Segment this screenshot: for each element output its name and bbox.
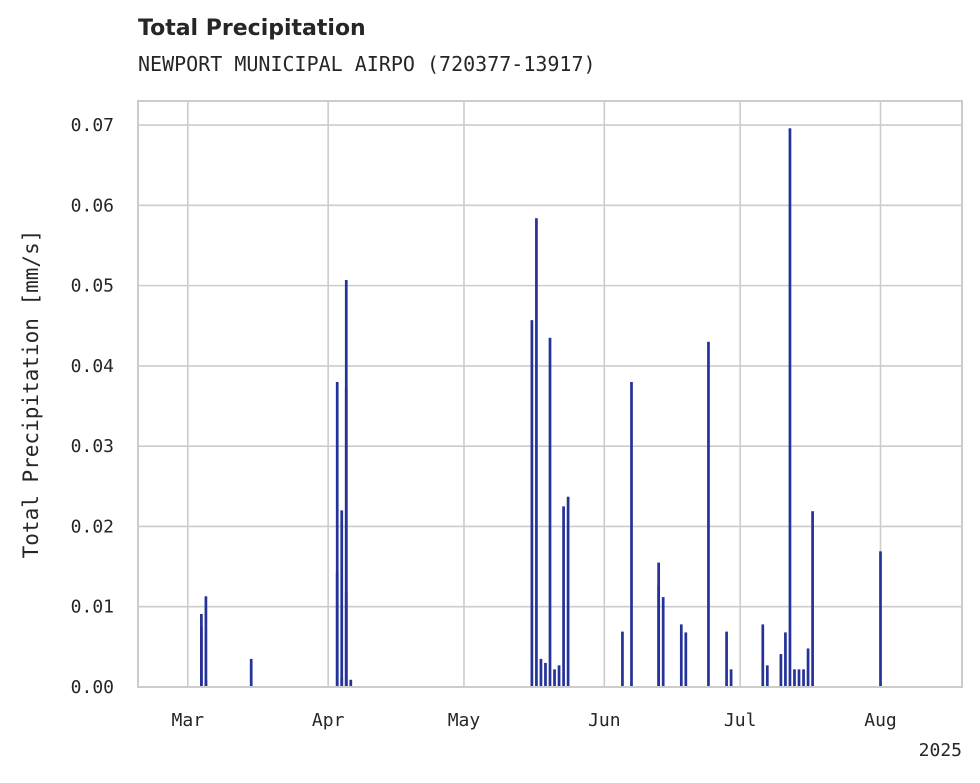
precip-bar (340, 510, 344, 687)
precip-bar (200, 613, 203, 687)
chart-title: Total Precipitation (138, 16, 366, 41)
precip-bar (802, 669, 805, 687)
chart-subtitle: NEWPORT MUNICIPAL AIRPO (720377-13917) (138, 52, 596, 76)
precip-bar (879, 551, 882, 687)
precip-bar (679, 624, 683, 687)
y-tick-label: 0.01 (71, 597, 114, 618)
precip-bar (729, 669, 733, 687)
precip-bar (553, 669, 556, 687)
x-tick-label: Mar (172, 710, 205, 731)
precip-bar (811, 511, 814, 687)
precip-bar (621, 631, 624, 687)
y-tick-label: 0.04 (71, 356, 114, 377)
x-tick-label: May (448, 710, 481, 731)
precip-bar (707, 341, 710, 687)
precip-bar (344, 592, 348, 687)
plot-frame (137, 100, 963, 688)
y-tick-label: 0.03 (71, 436, 114, 457)
y-tick-label: 0.05 (71, 276, 114, 297)
precip-bar (765, 665, 769, 687)
x-tick-label: Jun (588, 710, 621, 731)
y-axis-label: Total Precipitation [mm/s] (19, 230, 43, 559)
precip-bar (788, 128, 792, 687)
y-tick-label: 0.00 (71, 677, 114, 698)
x-offset-label: 2025 (919, 740, 962, 761)
precip-bar (204, 680, 208, 687)
x-tick-labels: Mar Apr May Jun Jul Aug (172, 710, 897, 731)
precip-bar (630, 381, 633, 687)
precip-bar (806, 648, 810, 687)
precip-bar (539, 658, 543, 687)
precip-bar (335, 381, 339, 687)
precip-bar (562, 506, 565, 687)
precip-bar (548, 337, 552, 687)
precip-bar (784, 632, 787, 687)
precip-bar (544, 662, 547, 687)
precip-bar (344, 387, 348, 687)
bars (200, 128, 882, 687)
precip-bar (725, 631, 728, 687)
precip-bar (349, 679, 353, 687)
precip-bar (661, 597, 665, 687)
precip-bar (530, 320, 534, 687)
precip-bar (657, 562, 661, 687)
precip-bar (793, 669, 796, 687)
precip-bar (761, 624, 765, 687)
precip-bar (797, 669, 801, 687)
precip-bar (335, 573, 339, 687)
precip-bar (557, 665, 561, 687)
y-tick-labels: 0.00 0.01 0.02 0.03 0.04 0.05 0.06 0.07 (71, 115, 114, 698)
precip-bar (535, 218, 538, 687)
y-tick-label: 0.07 (71, 115, 114, 136)
x-tick-label: Aug (864, 710, 897, 731)
precip-bar (204, 596, 208, 687)
x-tick-label: Jul (724, 710, 757, 731)
precip-bar (249, 658, 253, 687)
precip-bar (684, 632, 688, 687)
y-tick-label: 0.02 (71, 516, 114, 537)
precip-bar (566, 496, 570, 687)
x-tick-label: Apr (312, 710, 345, 731)
y-tick-label: 0.06 (71, 195, 114, 216)
precip-bar (779, 654, 783, 687)
